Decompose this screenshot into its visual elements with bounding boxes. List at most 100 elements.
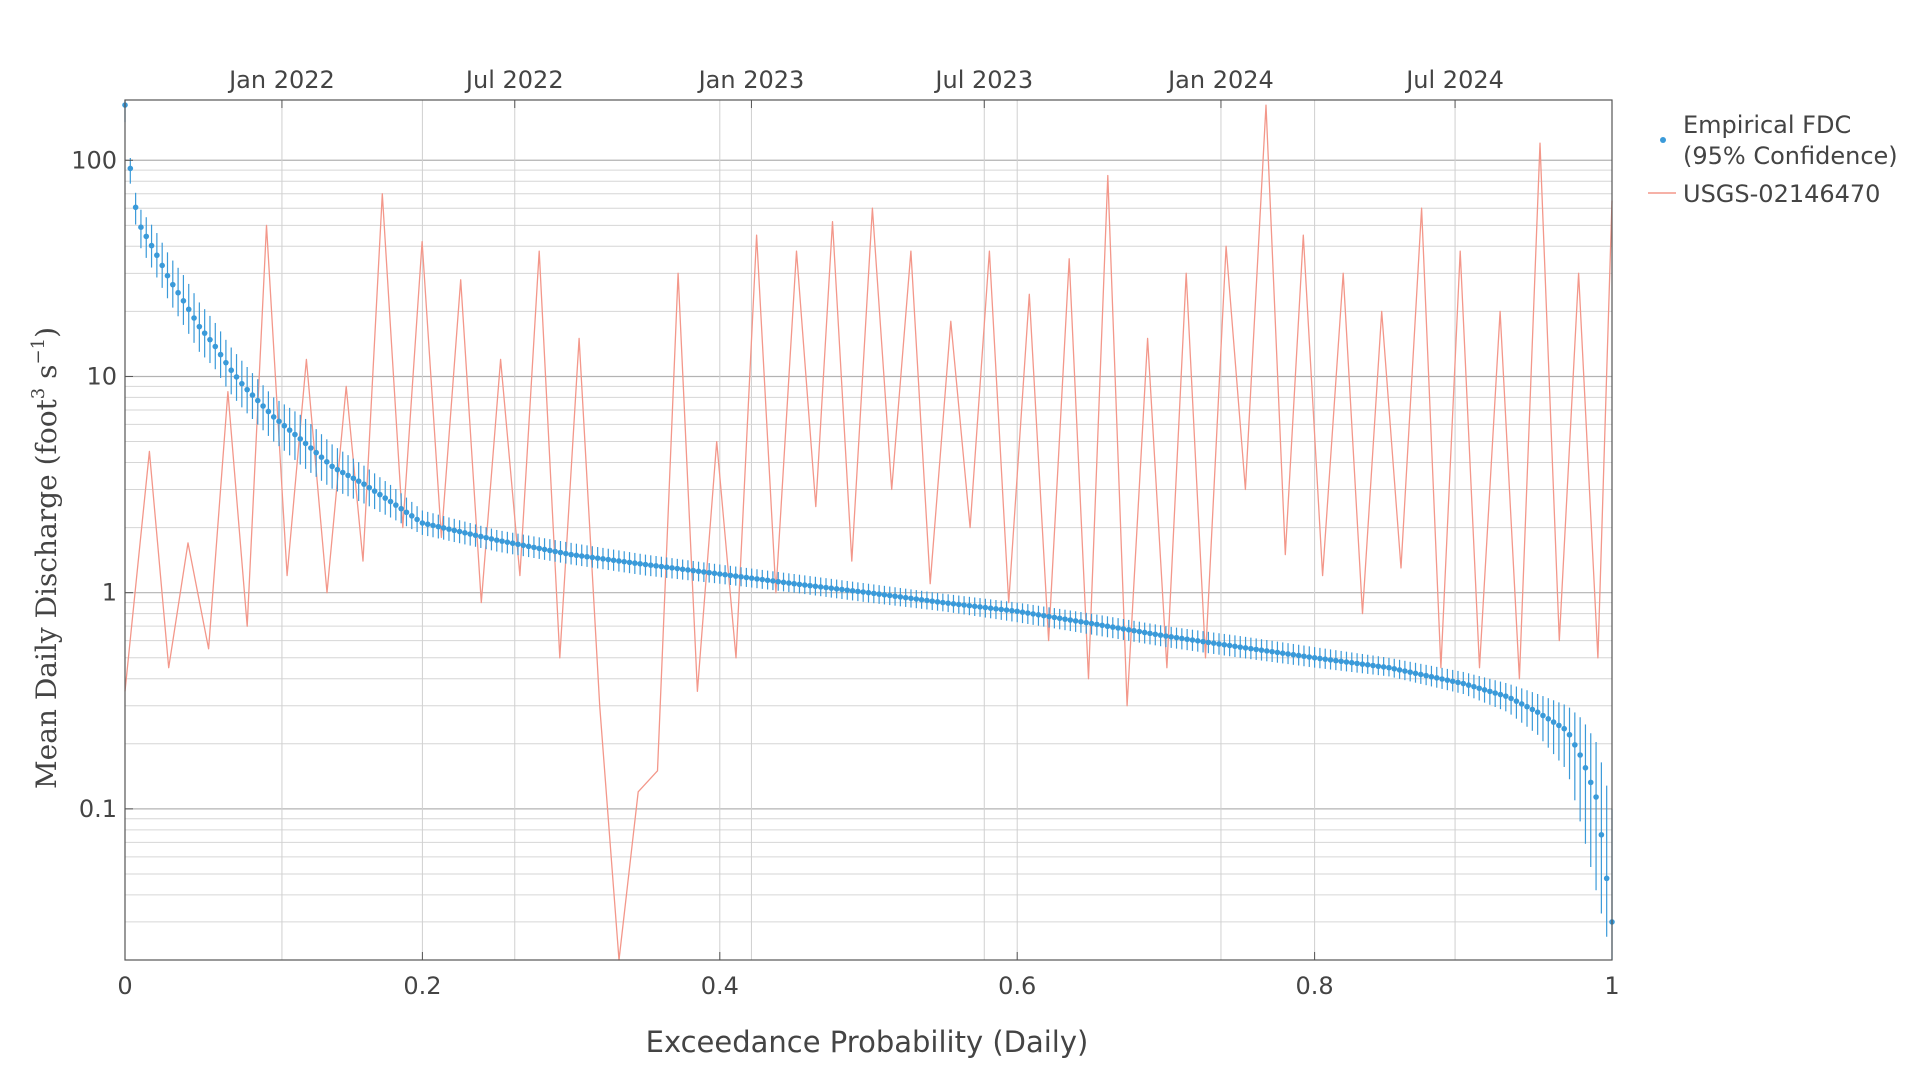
fdc-point xyxy=(1035,611,1042,618)
fdc-point xyxy=(578,553,585,559)
fdc-point xyxy=(770,578,776,584)
fdc-point xyxy=(424,521,431,528)
fdc-point xyxy=(812,583,819,590)
fdc-point xyxy=(1375,663,1382,670)
x-tick-label: 0 xyxy=(117,972,132,1000)
legend: Empirical FDC (95% Confidence) USGS-02146… xyxy=(1648,111,1898,208)
fdc-point xyxy=(1226,642,1233,649)
fdc-point xyxy=(1179,635,1185,642)
y-axis-title-mid: s xyxy=(30,364,63,387)
fdc-point xyxy=(1508,695,1514,702)
fdc-point xyxy=(764,577,771,584)
x-tick-label: 1 xyxy=(1604,972,1619,1000)
fdc-point xyxy=(780,579,787,586)
fdc-point xyxy=(239,380,245,387)
fdc-point xyxy=(706,569,712,576)
fdc-point xyxy=(254,397,261,404)
fdc-point xyxy=(908,595,914,602)
y-tick-label: 100 xyxy=(71,146,117,174)
fdc-point xyxy=(701,569,707,575)
fdc-point xyxy=(212,343,219,350)
fdc-point xyxy=(897,594,904,600)
fdc-point xyxy=(1301,653,1307,660)
fdc-point xyxy=(1359,661,1366,667)
fdc-point xyxy=(1253,646,1259,653)
fdc-point xyxy=(823,584,829,591)
fdc-point xyxy=(1290,651,1297,658)
fdc-point xyxy=(1492,690,1498,696)
fdc-point xyxy=(228,367,235,374)
fdc-point xyxy=(217,351,224,358)
fdc-point xyxy=(207,336,213,343)
fdc-point xyxy=(1386,664,1392,671)
fdc-point xyxy=(1067,617,1074,623)
fdc-point xyxy=(1317,655,1323,662)
fdc-point xyxy=(1200,638,1206,645)
fdc-point xyxy=(1104,623,1111,630)
fdc-point xyxy=(175,289,181,296)
fdc-point xyxy=(308,445,314,451)
fdc-point xyxy=(1025,610,1031,616)
fdc-point xyxy=(159,262,165,269)
fdc-point xyxy=(1513,698,1520,704)
fdc-point xyxy=(515,541,521,548)
fdc-point xyxy=(223,359,229,366)
fdc-point xyxy=(419,520,426,526)
empirical-fdc-series-layer xyxy=(122,100,1615,960)
fdc-point xyxy=(1348,659,1355,666)
fdc-point xyxy=(361,481,367,487)
fdc-point xyxy=(902,594,909,601)
fdc-point xyxy=(1009,607,1015,614)
fdc-point xyxy=(1014,608,1020,615)
fdc-point xyxy=(536,545,543,552)
fdc-point xyxy=(658,563,665,570)
fdc-point xyxy=(1258,647,1265,653)
fdc-point xyxy=(1407,669,1413,675)
fdc-point xyxy=(1194,637,1201,644)
fdc-point xyxy=(552,548,558,555)
fdc-point xyxy=(940,599,946,606)
fdc-point xyxy=(329,463,335,470)
fdc-point xyxy=(1083,619,1090,626)
fdc-point xyxy=(1163,633,1169,639)
fdc-point xyxy=(1168,634,1175,640)
fdc-point xyxy=(201,330,208,336)
fdc-point xyxy=(1556,722,1562,729)
fdc-point xyxy=(1157,632,1164,638)
fdc-point xyxy=(244,386,250,393)
fdc-point xyxy=(589,554,596,561)
fdc-point xyxy=(1147,630,1153,637)
fdc-point xyxy=(828,585,835,592)
fdc-point xyxy=(318,454,325,461)
fdc-point xyxy=(377,491,383,498)
fdc-point xyxy=(350,475,357,482)
fdc-point xyxy=(679,566,686,573)
fdc-point xyxy=(1109,624,1116,630)
fdc-point xyxy=(833,586,840,592)
fdc-point xyxy=(148,242,155,249)
fdc-point xyxy=(1433,675,1440,681)
fdc-point xyxy=(345,472,351,479)
top-x-tick-label: Jul 2022 xyxy=(464,66,564,94)
fdc-point xyxy=(270,414,277,420)
fdc-point xyxy=(1545,715,1552,722)
fdc-point xyxy=(1062,616,1068,622)
fdc-point xyxy=(1444,677,1451,683)
legend-fdc-marker xyxy=(1660,137,1666,143)
fdc-point xyxy=(1465,682,1472,688)
fdc-point xyxy=(674,565,681,572)
fdc-point xyxy=(971,603,978,610)
fdc-point xyxy=(451,527,458,534)
fdc-point xyxy=(1322,656,1329,662)
fdc-point xyxy=(1205,639,1212,646)
fdc-point xyxy=(488,536,495,542)
fdc-point xyxy=(1040,612,1047,619)
fdc-point xyxy=(143,233,150,240)
legend-fdc-label-line: Empirical FDC xyxy=(1683,111,1851,139)
usgs-series-line-layer xyxy=(124,104,1613,961)
fdc-point xyxy=(1534,709,1541,716)
x-tick-label: 0.2 xyxy=(403,972,441,1000)
fdc-point xyxy=(1141,629,1148,636)
fdc-point xyxy=(1598,831,1605,838)
fdc-point xyxy=(855,588,861,595)
